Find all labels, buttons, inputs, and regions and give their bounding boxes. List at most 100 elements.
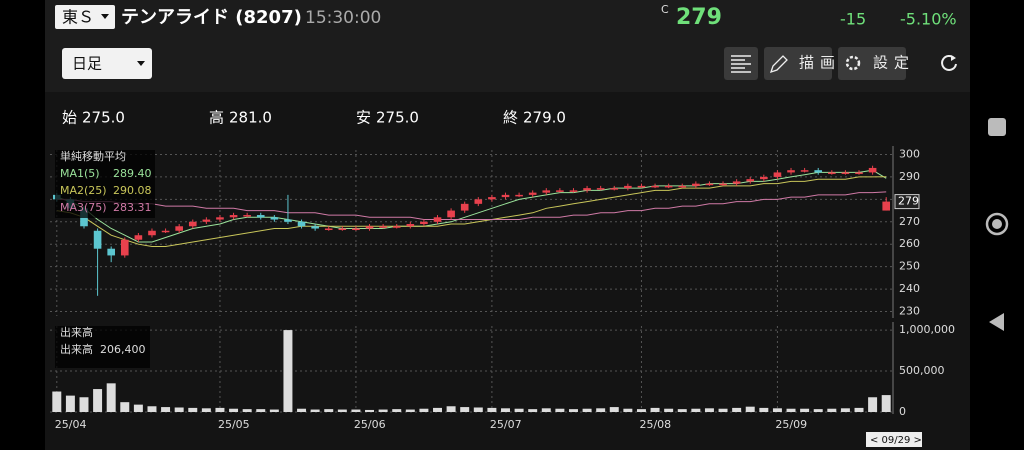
volume-bar (759, 407, 769, 412)
x-tick-label: 25/08 (639, 418, 671, 431)
candle-body (732, 181, 741, 184)
ma-legend-value: 283.31 (113, 201, 152, 214)
ma-legend-name: MA2(25) (60, 184, 107, 197)
candle-body (311, 226, 319, 229)
ma-line (56, 169, 887, 243)
volume-bar (827, 408, 837, 412)
candle-body (746, 179, 755, 182)
candle-body (637, 185, 646, 188)
volume-bar (650, 407, 660, 412)
ma-legend (55, 150, 155, 218)
volume-bar (147, 406, 157, 412)
date-badge-bg (866, 432, 922, 447)
change: -15 (840, 10, 866, 29)
candle-body (868, 167, 877, 173)
candle-body (447, 210, 455, 218)
dropdown-arrow (137, 61, 145, 66)
volume-bar (813, 409, 823, 412)
candle-body (705, 183, 714, 186)
period-select[interactable] (62, 48, 152, 79)
nav-back[interactable] (989, 313, 1004, 331)
volume-bar (297, 408, 307, 412)
ma-legend-value: 290.08 (113, 184, 152, 197)
ohlc-value: 281.0 (229, 109, 272, 127)
volume-bar (854, 407, 864, 412)
nav-recent[interactable] (988, 118, 1006, 136)
chart-bg (45, 92, 970, 450)
date-badge: < 09/29 > (870, 435, 922, 446)
volume-legend-value: 206,400 (100, 343, 146, 356)
volume-legend (55, 326, 150, 368)
candle-body (352, 228, 360, 231)
volume-bar (446, 406, 456, 412)
volume-bar (405, 409, 415, 412)
price: 279 (676, 5, 722, 30)
volume-bar (786, 408, 796, 412)
candle-body (134, 235, 143, 240)
candle-body (243, 215, 251, 217)
volume-bar (868, 397, 878, 412)
candle-body (787, 170, 795, 173)
candle-body (488, 197, 496, 200)
candle-body (460, 203, 469, 211)
candle-body (814, 170, 823, 173)
ma-line (56, 176, 887, 247)
volume-bar (501, 408, 510, 412)
volume-bar (691, 408, 701, 412)
y-tick-label: 250 (899, 260, 920, 273)
y-tick-label: 1,000,000 (899, 323, 955, 336)
volume-bar (120, 402, 130, 412)
volume-bar (664, 408, 674, 412)
volume-bar (242, 409, 252, 412)
volume-bar (351, 409, 361, 412)
candle-body (270, 217, 279, 220)
ohlc-value: 279.0 (523, 109, 566, 127)
candle-body (175, 226, 183, 231)
draw-label: 描画 (799, 54, 841, 72)
volume-bar (514, 408, 524, 412)
candle-body (256, 215, 265, 218)
candle-body (474, 199, 483, 204)
candle-body (678, 185, 687, 188)
candle-body (229, 215, 238, 218)
volume-bar (337, 409, 347, 412)
draw-button[interactable] (764, 47, 832, 80)
y-tick-label: 290 (899, 170, 920, 183)
volume-bar (79, 397, 89, 412)
volume-bar (161, 407, 171, 412)
settings-button[interactable] (838, 47, 906, 80)
candle-body (107, 248, 115, 256)
refresh-icon[interactable] (941, 55, 957, 71)
candle-body (392, 226, 401, 228)
candle-body (773, 172, 782, 177)
ohlc-label: 高 (209, 109, 224, 127)
candle-body (692, 183, 700, 186)
market-select[interactable] (55, 5, 115, 29)
candle-body (528, 192, 537, 195)
volume-bar (582, 408, 592, 412)
candle-body (406, 224, 415, 227)
y-tick-label: 270 (899, 215, 920, 228)
candle-body (828, 172, 836, 174)
ma-legend-name: MA3(75) (60, 201, 107, 214)
change-pct: -5.10% (900, 10, 957, 29)
volume-bar (840, 408, 850, 412)
x-tick-label: 25/09 (775, 418, 807, 431)
candle-body (324, 228, 333, 231)
nav-home-dot (992, 219, 1002, 229)
index-icon (731, 55, 751, 73)
candle-body (216, 217, 224, 220)
volume-bar (732, 407, 742, 412)
volume-bar (52, 391, 62, 412)
candle-body (583, 188, 591, 191)
volume-bar (93, 389, 103, 412)
y-tick-label: 230 (899, 305, 920, 318)
volume-bar (555, 408, 565, 412)
nav-home[interactable] (985, 212, 1009, 236)
candle-body (651, 185, 659, 188)
volume-bar (568, 409, 578, 412)
volume-bar (378, 409, 388, 412)
ma-line (56, 191, 887, 220)
candle-body (420, 221, 428, 225)
